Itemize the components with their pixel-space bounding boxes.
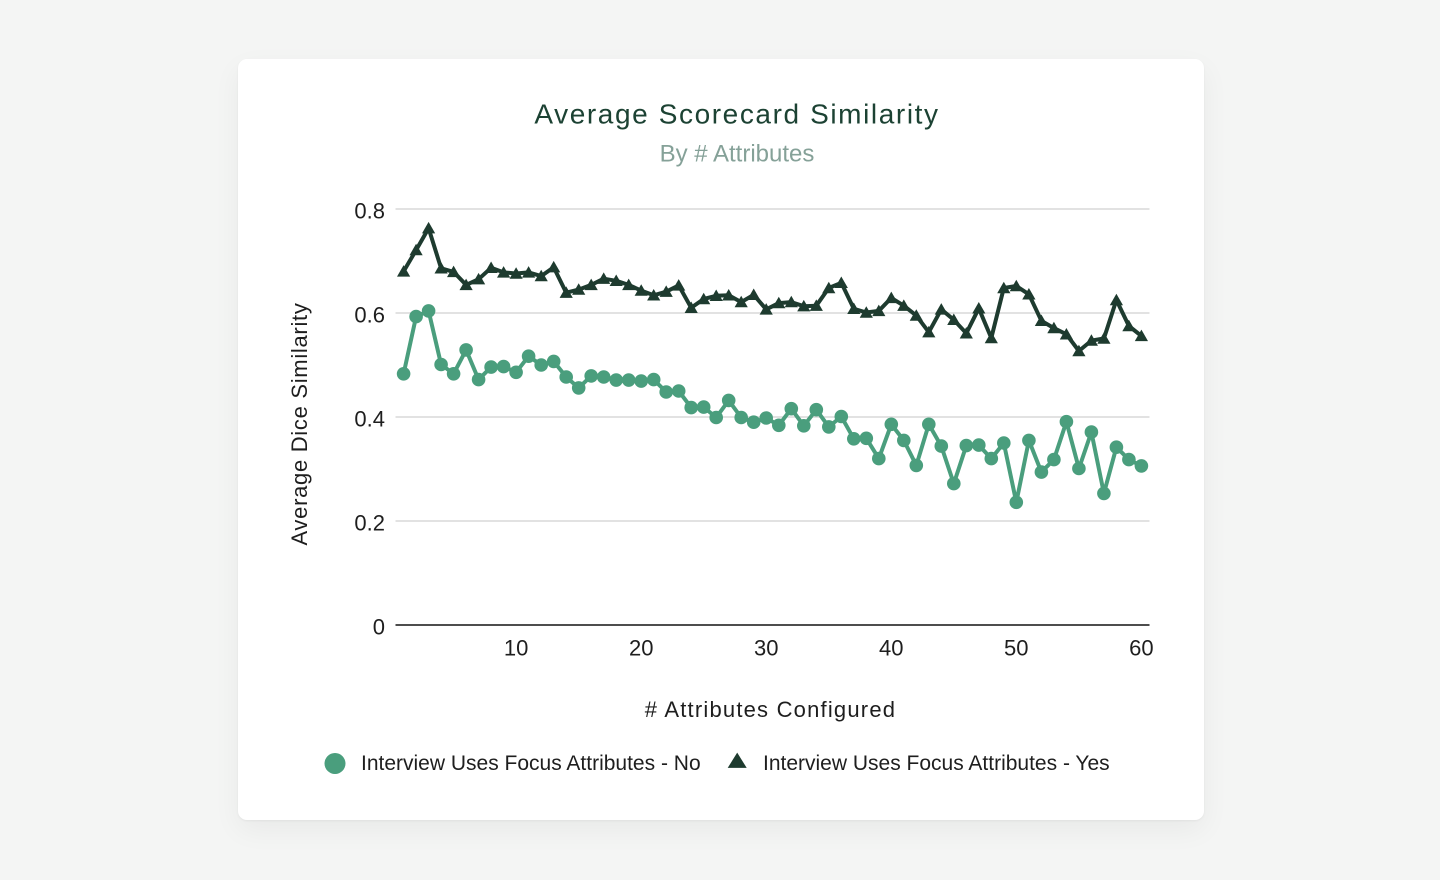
svg-text:Interview Uses Focus Attribute: Interview Uses Focus Attributes - Yes <box>763 752 1110 775</box>
svg-text:0.6: 0.6 <box>354 302 385 327</box>
svg-text:10: 10 <box>504 636 528 661</box>
svg-text:0.4: 0.4 <box>354 406 385 431</box>
svg-text:30: 30 <box>754 636 778 661</box>
svg-text:Average Scorecard Similarity: Average Scorecard Similarity <box>534 99 939 130</box>
svg-text:50: 50 <box>1004 636 1028 661</box>
svg-text:0: 0 <box>373 614 385 639</box>
svg-text:0.8: 0.8 <box>354 198 385 223</box>
svg-text:40: 40 <box>879 636 903 661</box>
svg-text:# Attributes Configured: # Attributes Configured <box>645 697 896 722</box>
svg-text:20: 20 <box>629 636 653 661</box>
svg-text:Interview Uses Focus Attribute: Interview Uses Focus Attributes - No <box>361 752 701 775</box>
svg-text:0.2: 0.2 <box>354 510 385 535</box>
svg-text:Average Dice Similarity: Average Dice Similarity <box>287 302 312 545</box>
svg-text:By # Attributes: By # Attributes <box>660 141 815 168</box>
svg-text:60: 60 <box>1129 636 1153 661</box>
